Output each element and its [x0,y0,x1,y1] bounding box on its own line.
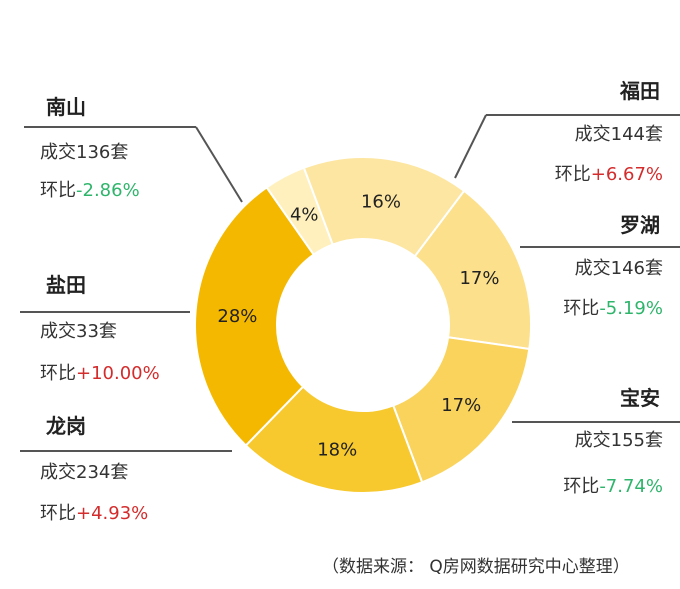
mom-prefix: 环比 [40,503,76,524]
source-note: （数据来源： Q房网数据研究中心整理） [322,557,630,577]
slice-龙岗 [194,185,316,447]
connector-leader-福田 [454,114,487,179]
mom-value: +10.00% [76,363,160,384]
district-mom-盐田: 环比+10.00% [40,363,160,384]
district-mom-宝安: 环比-7.74% [563,476,663,497]
mom-prefix: 环比 [563,476,599,497]
district-name-宝安: 宝安 [620,386,660,410]
district-name-南山: 南山 [46,95,86,119]
mom-value: +4.93% [76,503,148,524]
district-deals-南山: 成交136套 [40,142,128,163]
mom-prefix: 环比 [555,164,591,185]
label-connectors [20,114,680,452]
mom-prefix: 环比 [563,298,599,319]
mom-value: +6.67% [591,164,663,185]
connector-leader-南山 [195,126,243,203]
percent-labels: 17% 17% 18% 28% 4% 16% [217,191,499,460]
percent-label-宝安: 18% [317,439,357,460]
percent-label-福田: 17% [459,268,499,289]
district-name-盐田: 盐田 [46,273,86,297]
district-mom-龙岗: 环比+4.93% [40,503,148,524]
district-mom-南山: 环比-2.86% [40,180,140,201]
district-deals-盐田: 成交33套 [40,321,117,342]
mom-prefix: 环比 [40,363,76,384]
mom-value: -7.74% [599,476,663,497]
district-deals-龙岗: 成交234套 [40,462,128,483]
percent-label-罗湖: 17% [441,395,481,416]
mom-prefix: 环比 [40,180,76,201]
district-name-龙岗: 龙岗 [46,414,86,438]
percent-label-南山: 16% [361,191,401,212]
district-name-福田: 福田 [619,79,660,103]
district-deals-罗湖: 成交146套 [575,258,663,279]
district-labels: 福田成交144套环比+6.67%罗湖成交146套环比-5.19%宝安成交155套… [40,79,663,524]
slice-宝安 [244,385,424,494]
district-mom-福田: 环比+6.67% [555,164,663,185]
slice-福田 [413,189,532,351]
donut-slices [194,156,532,494]
district-deals-宝安: 成交155套 [575,430,663,451]
district-mom-罗湖: 环比-5.19% [563,298,663,319]
slice-南山 [302,156,466,258]
percent-label-龙岗: 28% [217,306,257,327]
mom-value: -5.19% [599,298,663,319]
district-name-罗湖: 罗湖 [620,213,660,237]
percent-label-盐田: 4% [290,205,319,226]
slice-罗湖 [391,336,531,484]
district-deals-福田: 成交144套 [575,124,663,145]
mom-value: -2.86% [76,180,140,201]
